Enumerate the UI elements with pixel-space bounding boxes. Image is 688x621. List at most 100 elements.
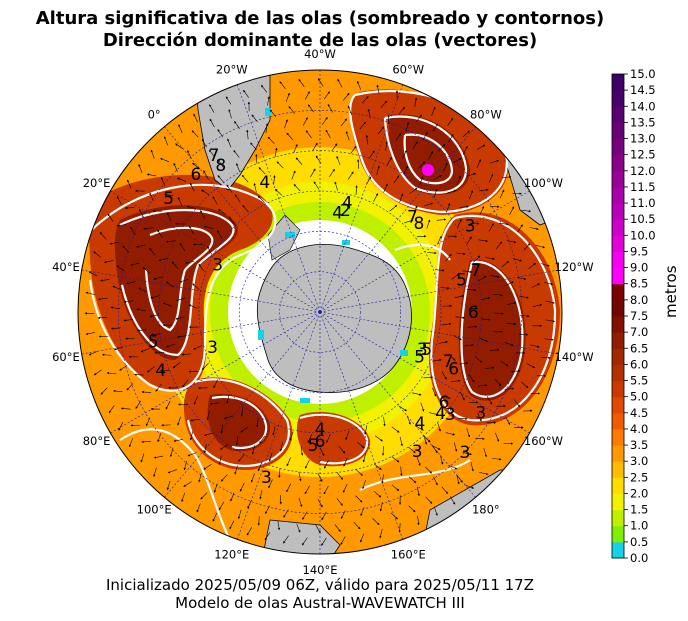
wave-vector <box>462 130 470 138</box>
contour-label: 7 <box>407 207 418 227</box>
wave-vector <box>431 106 436 116</box>
wave-vector <box>177 335 187 338</box>
wave-vector <box>106 371 117 375</box>
colorbar-segment <box>612 412 624 430</box>
meridian-line <box>319 311 404 540</box>
colorbar-tick-label: 3.0 <box>630 454 648 468</box>
longitude-label: 140°E <box>303 563 338 577</box>
wave-vector <box>529 227 539 231</box>
wave-vector <box>540 263 550 267</box>
wave-vector <box>535 244 546 249</box>
wave-vector <box>321 511 327 521</box>
wave-vector <box>175 143 184 150</box>
wave-vector <box>446 202 451 213</box>
colorbar-tick-label: 8.5 <box>630 277 648 291</box>
wave-direction-vectors <box>84 78 556 546</box>
wave-vector <box>416 235 427 238</box>
wave-vector <box>433 188 438 198</box>
wave-vector <box>321 116 328 126</box>
wave-vector <box>201 362 209 371</box>
colorbar-tick-label: 15.0 <box>630 67 656 81</box>
wave-vector <box>295 157 303 165</box>
contour-label: 4 <box>155 361 166 381</box>
wave-vector <box>456 475 460 485</box>
wave-contours <box>81 90 557 541</box>
wave-vector <box>458 361 469 365</box>
colorbar-segment <box>612 541 624 559</box>
meridian-line <box>236 84 321 313</box>
wave-vector <box>268 452 273 462</box>
wave-vector <box>409 188 418 194</box>
wave-vector <box>334 524 341 533</box>
wave-vector <box>235 435 239 446</box>
wave-vector <box>234 465 238 475</box>
wave-vector <box>453 442 458 452</box>
wave-vector <box>213 483 218 493</box>
wave-vector <box>325 129 331 139</box>
contour-label: 6 <box>448 360 459 380</box>
wave-vector <box>273 175 276 185</box>
wave-vector <box>355 185 358 195</box>
wave-vector <box>236 163 241 173</box>
wave-vector <box>192 283 200 290</box>
wave-vector <box>213 379 218 389</box>
wave-vector <box>189 430 194 441</box>
wave-vector <box>528 262 537 269</box>
wave-vector <box>345 431 350 441</box>
wave-vector <box>269 109 277 118</box>
wave-vector <box>418 161 426 169</box>
colorbar-tick-label: 7.0 <box>630 325 648 339</box>
colorbar-segment <box>612 106 624 123</box>
colorbar-unit-label: metros <box>662 265 680 318</box>
colorbar-segment <box>612 477 624 494</box>
wave-vector <box>201 138 207 148</box>
wave-vector <box>408 505 416 513</box>
wave-vector <box>505 281 514 287</box>
colorbar-tick-label: 1.0 <box>630 519 648 533</box>
wave-vector <box>149 192 154 202</box>
longitude-label: 120°E <box>214 547 249 561</box>
wave-vector <box>494 312 504 315</box>
wave-vector <box>357 80 362 90</box>
wave-vector <box>237 509 242 520</box>
meridian-line <box>164 126 321 313</box>
wave-vector <box>416 456 421 466</box>
wave-vector <box>157 229 163 239</box>
colorbar-segment <box>612 332 624 349</box>
wave-vector <box>479 471 489 476</box>
wave-vector <box>113 346 124 351</box>
wave-vector <box>380 100 388 109</box>
wave-vector <box>155 384 162 392</box>
wave-vector <box>298 471 302 482</box>
wave-vector <box>184 260 195 264</box>
wave-vector <box>436 218 447 221</box>
colorbar-tick-label: 13.5 <box>630 115 656 129</box>
wave-vector <box>286 457 291 467</box>
wave-vector <box>447 189 457 194</box>
wave-vector <box>373 463 382 470</box>
wave-vector <box>209 104 215 113</box>
wave-vector <box>379 502 383 512</box>
wave-vector <box>293 144 298 153</box>
wave-vector <box>383 416 386 427</box>
contour-label: 4 <box>435 404 446 424</box>
wave-vector <box>324 460 329 469</box>
wave-vector <box>323 485 329 495</box>
wave-vector <box>190 182 195 192</box>
wave-vector <box>505 416 511 426</box>
contour-label: 7 <box>209 146 220 166</box>
colorbar-segment <box>612 251 624 269</box>
wave-vector <box>111 327 121 330</box>
antarctica-land <box>256 244 412 393</box>
wave-vector <box>165 400 171 410</box>
longitude-label: 40°W <box>304 47 336 61</box>
contour-label: 6 <box>315 432 326 452</box>
wave-vector <box>356 159 360 169</box>
wave-vector <box>112 285 122 291</box>
colorbar-tick-label: 6.0 <box>630 357 648 371</box>
wave-vector <box>206 410 210 421</box>
longitude-label: 180° <box>472 503 500 517</box>
footer-model-name: Modelo de olas Austral-WAVEWATCH III <box>175 594 465 612</box>
wave-vector <box>437 422 441 432</box>
wave-vector <box>493 293 503 297</box>
